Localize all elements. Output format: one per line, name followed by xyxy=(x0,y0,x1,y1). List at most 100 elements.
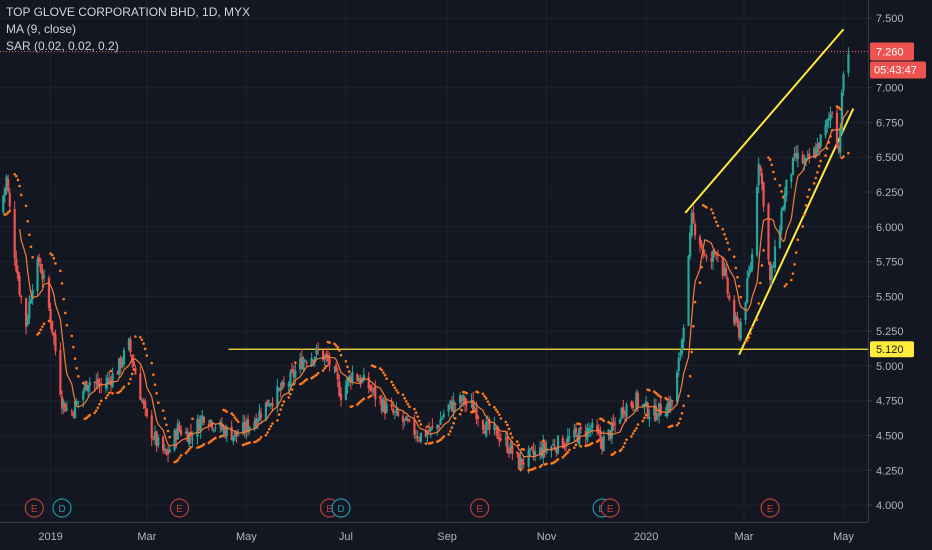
candle-body xyxy=(118,358,121,375)
y-tick-label: 5.750 xyxy=(876,257,904,269)
candle-body xyxy=(552,444,555,446)
candle-body xyxy=(534,451,537,456)
sar-dot xyxy=(507,427,511,431)
sar-dot xyxy=(280,403,284,407)
sar-dot xyxy=(287,396,291,399)
chart-title[interactable]: TOP GLOVE CORPORATION BHD, 1D, MYX xyxy=(6,5,251,19)
sar-dot xyxy=(431,441,434,444)
candle-body xyxy=(351,371,354,383)
y-tick-label: 5.250 xyxy=(876,326,904,338)
candle-body xyxy=(439,419,442,425)
y-tick-label: 4.750 xyxy=(876,396,904,408)
sar-dot xyxy=(356,403,359,406)
sar-dot xyxy=(214,436,217,440)
candle-body xyxy=(258,410,261,421)
candle-body xyxy=(282,382,285,386)
candle-body xyxy=(814,149,817,156)
candle-body xyxy=(804,157,808,161)
rising-channel xyxy=(684,28,855,356)
sar-dot xyxy=(447,433,450,436)
sar-dot xyxy=(96,406,100,410)
candle-body xyxy=(418,439,421,441)
candle-body xyxy=(38,257,41,263)
candle-body xyxy=(87,385,90,392)
sar-dot xyxy=(755,318,759,321)
sar-dot xyxy=(440,436,444,440)
dividend-marker[interactable] xyxy=(331,498,351,518)
candle-body xyxy=(540,447,543,457)
candle-body xyxy=(357,380,361,382)
candle-body xyxy=(155,431,158,447)
legend-sar[interactable]: SAR (0.02, 0.02, 0.2) xyxy=(6,39,119,53)
candle-body xyxy=(116,373,119,375)
sar-dot xyxy=(568,448,571,452)
candle-body xyxy=(596,425,599,432)
candle-body xyxy=(49,308,52,324)
candle-body xyxy=(842,74,845,91)
candle-body xyxy=(636,393,640,407)
candle-body xyxy=(397,410,400,416)
sar-dot xyxy=(88,413,92,417)
countdown-label: 05:43:47 xyxy=(874,65,917,77)
candle-body xyxy=(475,407,478,419)
candle-body xyxy=(584,431,587,438)
candle-body xyxy=(73,401,77,419)
candle-body xyxy=(52,332,55,337)
event-marker-label: D xyxy=(58,504,65,515)
sar-dot xyxy=(679,417,682,421)
candle-body xyxy=(770,267,773,280)
legend-ma[interactable]: MA (9, close) xyxy=(6,22,77,36)
sar-dot xyxy=(235,418,238,422)
sar-dot xyxy=(796,238,800,242)
earnings-marker[interactable] xyxy=(600,498,620,518)
y-tick-label: 4.250 xyxy=(876,465,904,477)
dividend-marker[interactable] xyxy=(52,498,72,518)
sar-dot xyxy=(232,413,235,417)
candle-body xyxy=(739,321,742,339)
earnings-marker[interactable] xyxy=(470,498,490,518)
earnings-marker[interactable] xyxy=(169,498,190,518)
candle-body xyxy=(184,431,188,434)
candle-body xyxy=(122,349,126,365)
sar-dot xyxy=(481,392,485,396)
candle-body xyxy=(219,422,222,427)
candle-body xyxy=(664,414,667,417)
candle-body xyxy=(679,352,682,356)
sar-dot xyxy=(408,405,411,409)
sar-dot xyxy=(724,237,728,241)
candle-body xyxy=(749,267,752,273)
candle-body xyxy=(504,438,507,440)
sar-dot xyxy=(145,354,149,357)
sar-dot xyxy=(630,435,633,438)
earnings-marker[interactable] xyxy=(760,498,780,518)
candle-body xyxy=(574,427,578,433)
sar-dot xyxy=(70,334,74,338)
sar-dot xyxy=(623,441,627,445)
candle-body xyxy=(199,417,202,432)
candle-body xyxy=(140,400,144,402)
sar-dot xyxy=(745,339,749,342)
candle-body xyxy=(20,295,23,298)
candle-body xyxy=(8,193,11,207)
earnings-marker[interactable] xyxy=(24,498,44,518)
candle-body xyxy=(698,236,702,245)
sar-dot xyxy=(391,383,395,387)
candle-body xyxy=(803,159,806,164)
candle-body xyxy=(736,317,739,324)
sar-dot xyxy=(176,458,180,462)
candle-body xyxy=(680,339,684,354)
candle-body xyxy=(726,277,729,294)
sar-dot xyxy=(538,465,542,469)
y-tick-label: 7.500 xyxy=(876,13,904,25)
channel-lower-line xyxy=(738,108,855,356)
candle-body xyxy=(778,229,781,248)
sar-dot xyxy=(129,377,132,381)
candle-body xyxy=(180,429,183,435)
candle-body xyxy=(26,318,29,325)
sar-dot xyxy=(75,366,78,370)
sar-dot xyxy=(259,435,263,439)
sar-dot xyxy=(127,382,131,385)
sar-dot xyxy=(52,256,56,260)
